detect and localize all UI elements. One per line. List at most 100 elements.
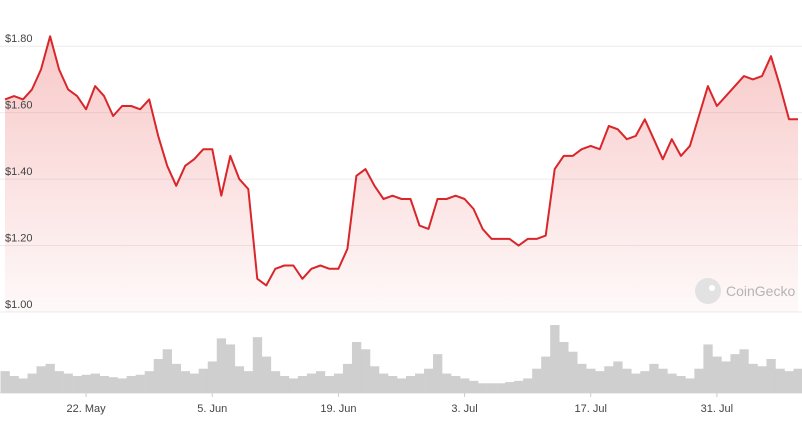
volume-bar bbox=[658, 368, 668, 393]
volume-bar bbox=[586, 368, 596, 393]
volume-bar bbox=[243, 371, 254, 393]
volume-bar bbox=[333, 373, 344, 393]
volume-bar bbox=[180, 371, 191, 393]
volume-bar bbox=[784, 371, 794, 393]
volume-bar bbox=[496, 383, 506, 393]
volume-bar bbox=[424, 368, 434, 393]
volume-bar bbox=[667, 373, 677, 393]
volume-bar bbox=[162, 349, 173, 393]
volume-bar bbox=[279, 376, 290, 393]
volume-bar bbox=[396, 378, 407, 393]
volume-bar bbox=[487, 383, 497, 393]
volume-bar bbox=[631, 373, 641, 393]
volume-bar bbox=[730, 354, 740, 393]
volume-bar bbox=[406, 376, 416, 393]
volume-bar bbox=[126, 376, 136, 393]
volume-bar bbox=[261, 356, 272, 393]
volume-bar bbox=[270, 371, 281, 393]
y-tick-label: $1.60 bbox=[5, 100, 33, 112]
volume-bar bbox=[451, 376, 461, 393]
volume-bar bbox=[378, 373, 389, 393]
volume-bar bbox=[288, 378, 299, 393]
volume-bar bbox=[369, 366, 380, 393]
volume-bar bbox=[81, 374, 91, 393]
volume-bar bbox=[207, 361, 218, 393]
volume-bar bbox=[36, 366, 46, 393]
volume-bar bbox=[460, 378, 470, 393]
volume-bar bbox=[640, 371, 650, 393]
volume-bar bbox=[72, 376, 82, 393]
volume-bar bbox=[351, 342, 362, 393]
y-tick-label: $1.00 bbox=[5, 299, 33, 311]
volume-bar bbox=[189, 373, 200, 393]
volume-bar bbox=[315, 371, 326, 393]
watermark-logo-eye bbox=[709, 285, 715, 291]
x-tick-label: 22. May bbox=[67, 403, 107, 415]
volume-bar bbox=[63, 373, 73, 393]
x-tick-label: 31. Jul bbox=[701, 403, 733, 415]
volume-bar bbox=[559, 342, 569, 393]
volume-bar bbox=[649, 363, 659, 393]
volume-bar bbox=[766, 359, 776, 393]
x-tick-label: 3. Jul bbox=[451, 403, 477, 415]
watermark-logo bbox=[695, 278, 721, 304]
volume-bar bbox=[108, 377, 118, 393]
volume-bar bbox=[387, 376, 398, 393]
volume-bar bbox=[505, 382, 515, 393]
volume-bar bbox=[324, 376, 335, 393]
volume-bar bbox=[514, 380, 524, 393]
volume-bar bbox=[712, 356, 722, 393]
watermark: CoinGecko bbox=[695, 278, 795, 304]
volume-bar bbox=[90, 373, 100, 393]
volume-bar bbox=[739, 349, 749, 393]
volume-bar bbox=[748, 363, 758, 393]
volume-bar bbox=[198, 368, 209, 393]
volume-bar bbox=[676, 376, 686, 393]
volume-bar bbox=[433, 354, 443, 393]
volume-bar bbox=[550, 325, 560, 393]
volume-bar bbox=[306, 373, 317, 393]
volume-bar bbox=[685, 378, 695, 393]
volume-bar bbox=[469, 380, 479, 393]
volume-bar bbox=[99, 376, 109, 393]
volume-bar bbox=[568, 351, 578, 393]
x-tick-label: 5. Jun bbox=[197, 403, 227, 415]
volume-bar bbox=[703, 344, 713, 393]
volume-bar bbox=[342, 363, 353, 393]
watermark-text: CoinGecko bbox=[726, 283, 795, 299]
volume-bar bbox=[297, 376, 308, 393]
x-tick-label: 17. Jul bbox=[575, 403, 607, 415]
y-tick-label: $1.20 bbox=[5, 233, 33, 245]
volume-bar bbox=[9, 376, 19, 393]
volume-bar bbox=[604, 366, 614, 393]
volume-bar bbox=[117, 378, 127, 393]
volume-bar bbox=[144, 371, 154, 393]
volume-bar bbox=[252, 337, 263, 393]
volume-bar bbox=[775, 368, 785, 393]
volume-bar bbox=[18, 378, 28, 393]
volume-bar bbox=[171, 363, 182, 393]
volume-bar bbox=[541, 356, 551, 393]
volume-bar bbox=[54, 371, 64, 393]
volume-bar bbox=[442, 373, 452, 393]
volume-bar bbox=[216, 338, 227, 393]
volume-bar bbox=[0, 371, 10, 393]
volume-bar bbox=[721, 361, 731, 393]
price-area bbox=[5, 36, 798, 313]
volume-bar bbox=[532, 368, 542, 393]
price-line bbox=[4, 35, 798, 287]
volume-bar bbox=[757, 366, 767, 393]
y-tick-label: $1.40 bbox=[5, 166, 33, 178]
volume-bar bbox=[135, 374, 145, 393]
volume-bar bbox=[793, 368, 802, 393]
volume-bar bbox=[27, 373, 37, 393]
volume-bar bbox=[694, 368, 704, 393]
volume-bar bbox=[234, 366, 245, 393]
y-tick-label: $1.80 bbox=[5, 33, 33, 45]
volume-bar bbox=[415, 373, 425, 393]
volume-bar bbox=[225, 344, 236, 393]
volume-bar bbox=[577, 363, 587, 393]
volume-bar bbox=[595, 371, 605, 393]
x-tick-label: 19. Jun bbox=[320, 403, 356, 415]
